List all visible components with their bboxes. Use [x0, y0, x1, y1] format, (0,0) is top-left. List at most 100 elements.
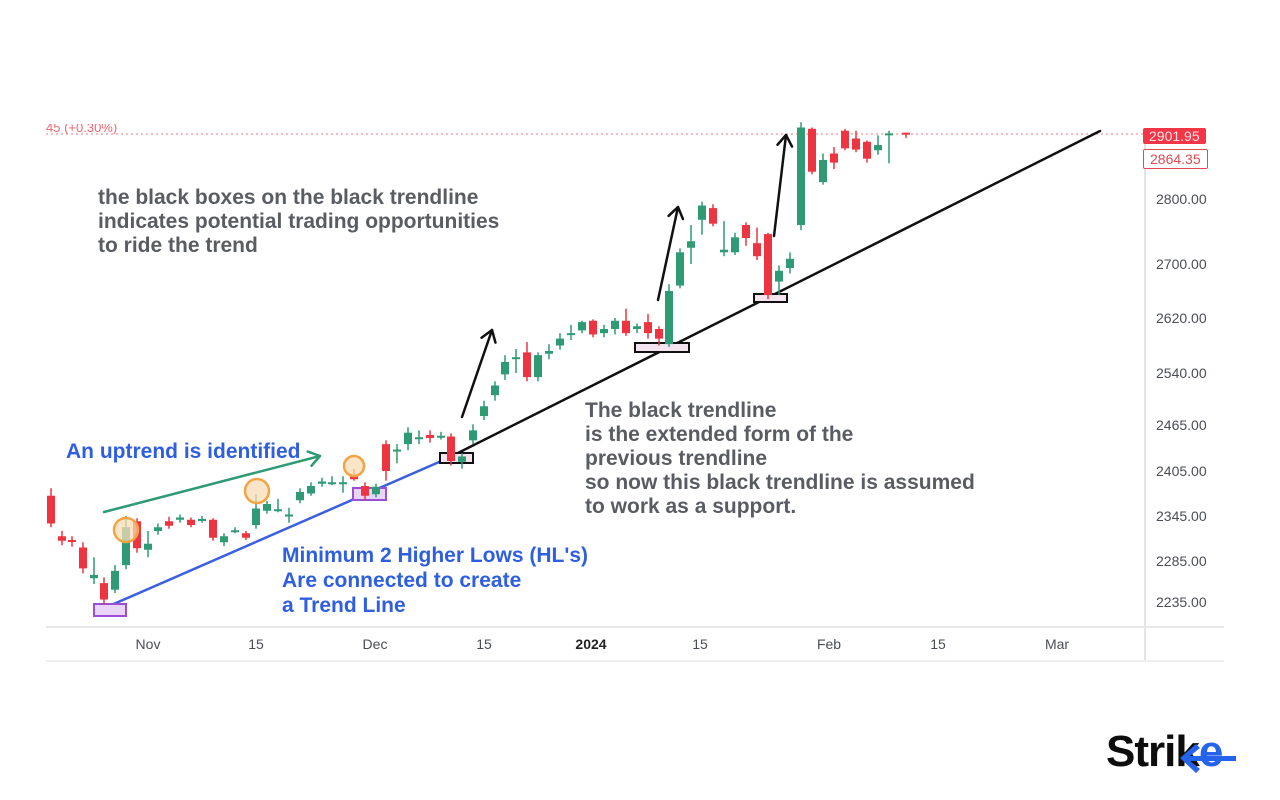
candle-up	[111, 565, 119, 593]
candle-down	[742, 222, 750, 246]
candle-up	[198, 516, 206, 523]
candle-up	[274, 498, 282, 513]
annotation-black-boxes: the black boxes on the black trendline i…	[98, 186, 500, 257]
candle-down	[382, 440, 390, 481]
candle-up	[786, 252, 794, 274]
x-tick-label: Feb	[816, 636, 842, 652]
y-tick-label: 2540.00	[1156, 365, 1207, 381]
y-tick-label: 2700.00	[1156, 256, 1207, 272]
candle-up	[90, 557, 98, 584]
candle-down	[447, 433, 455, 466]
y-tick-label: 2345.00	[1156, 508, 1207, 524]
black-box-3	[753, 293, 788, 303]
candle-up	[154, 523, 162, 535]
candle-up	[458, 453, 466, 469]
black-arrow-3-icon	[772, 133, 794, 238]
candle-down	[58, 531, 66, 546]
logo-arrow-icon-overlay	[1180, 744, 1236, 773]
candle-down	[523, 342, 531, 382]
candle-up	[296, 488, 304, 504]
y-tick-label: 2465.00	[1156, 417, 1207, 433]
annotation-higher-lows: Minimum 2 Higher Lows (HL's) Are connect…	[282, 544, 589, 617]
annotation-uptrend: An uptrend is identified	[66, 440, 301, 463]
candle-up	[534, 352, 542, 382]
candle-down	[426, 430, 434, 443]
candle-down	[47, 488, 55, 528]
candles-layer	[47, 122, 910, 605]
candle-up	[578, 320, 586, 334]
x-tick-label: Dec	[362, 636, 388, 652]
black-arrow-2-icon	[656, 205, 685, 302]
candle-up	[372, 483, 380, 498]
candle-down	[79, 542, 87, 574]
strike-logo: Strike	[1106, 727, 1224, 777]
y-tick-label: 2620.00	[1156, 310, 1207, 326]
candle-down	[68, 536, 76, 547]
candle-up	[556, 333, 564, 350]
black-arrow-1-icon	[460, 328, 497, 419]
candle-up	[263, 501, 271, 514]
candle-up	[874, 135, 882, 155]
candle-up	[512, 348, 520, 373]
candle-up	[775, 265, 783, 296]
candle-down	[764, 232, 772, 300]
candle-up	[665, 284, 673, 347]
price-change-label: 45 (+0.30%)	[46, 124, 118, 134]
purple-box-2	[352, 487, 387, 501]
boxes-layer	[93, 293, 788, 617]
candle-up	[687, 225, 695, 264]
candle-up	[339, 476, 347, 493]
candle-up	[285, 507, 293, 523]
candle-up	[220, 533, 228, 546]
candle-up	[600, 324, 608, 338]
x-tick-label: Mar	[1044, 636, 1070, 652]
y-tick-label: 2800.00	[1156, 191, 1207, 207]
candle-up	[393, 444, 401, 464]
candle-up	[318, 477, 326, 487]
circles-layer	[112, 454, 366, 544]
candle-up	[469, 424, 477, 445]
x-tick-label: 2024	[575, 636, 607, 652]
arrows-layer	[102, 133, 794, 514]
candle-down	[589, 319, 597, 338]
candle-up	[307, 482, 315, 496]
candle-down	[242, 531, 250, 540]
candle-up	[567, 324, 575, 340]
candle-up	[480, 400, 488, 421]
candle-down	[209, 518, 217, 541]
candle-up	[415, 430, 423, 445]
candle-up	[491, 381, 499, 401]
highlight-circle	[112, 516, 140, 544]
logo-arrow-icon: e	[1199, 727, 1224, 776]
y-tick-label: 2285.00	[1156, 553, 1207, 569]
black-box-2	[634, 342, 690, 353]
candle-up	[720, 221, 728, 257]
candle-up	[404, 427, 412, 451]
x-tick-label: Nov	[135, 636, 161, 652]
candle-down	[902, 132, 910, 138]
candle-up	[885, 130, 893, 164]
x-tick-label: 15	[476, 636, 492, 652]
candle-down	[655, 326, 663, 346]
candle-down	[852, 130, 860, 153]
y-tick-label: 2235.00	[1156, 594, 1207, 610]
candle-down	[830, 147, 838, 170]
highlight-circle	[243, 477, 271, 505]
candle-up	[328, 476, 336, 486]
current-price-tag: 2864.35	[1143, 149, 1208, 169]
candle-down	[753, 227, 761, 261]
candle-up	[698, 201, 706, 235]
candle-down	[361, 482, 369, 501]
candle-down	[187, 517, 195, 528]
candle-down	[622, 308, 630, 336]
candle-up	[437, 431, 445, 440]
candle-up	[797, 122, 805, 231]
purple-box-1	[93, 603, 127, 617]
candle-up	[231, 527, 239, 534]
x-tick-label: 15	[930, 636, 946, 652]
candle-up	[611, 318, 619, 335]
candle-down	[100, 577, 108, 605]
highlight-circle	[342, 454, 366, 478]
candle-up	[731, 232, 739, 255]
